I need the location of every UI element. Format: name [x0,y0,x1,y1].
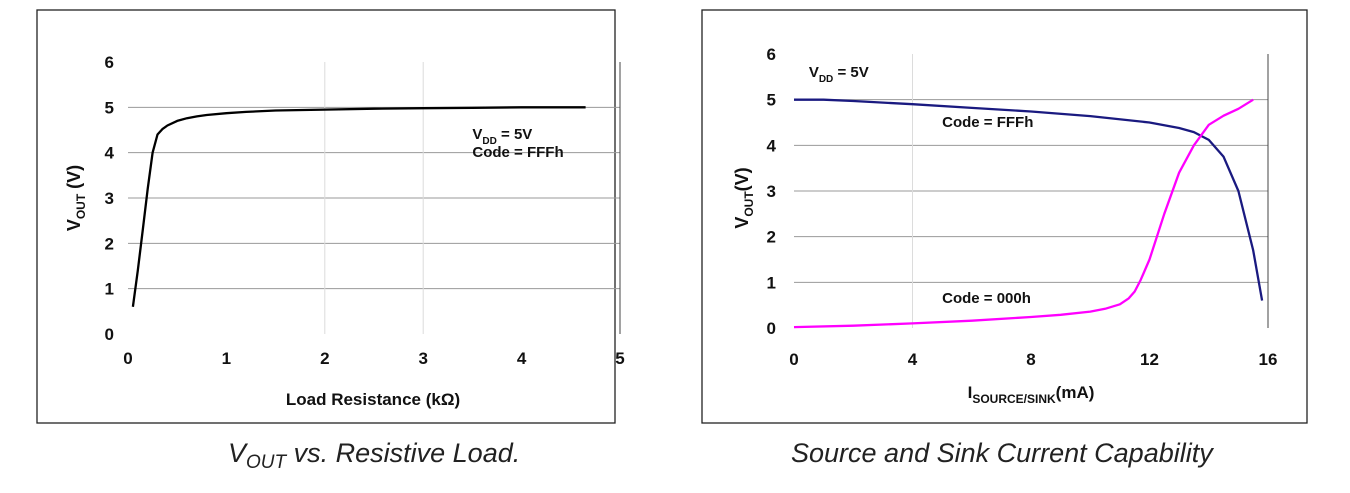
y-tick-label: 0 [105,325,114,344]
annotation-1: VDD = 5V [472,126,532,147]
y-tick-label: 0 [767,319,776,338]
x-axis-label: ISOURCE/SINK(mA) [968,383,1095,406]
series-line-2 [793,98,1254,329]
x-tick-label: 5 [615,349,624,368]
y-tick-label: 3 [767,182,776,201]
series-line-1 [794,98,1264,301]
y-tick-label: 1 [767,273,776,292]
annotation-3: Code = 000h [942,290,1031,307]
x-tick-label: 1 [222,349,231,368]
x-tick-label: 12 [1140,350,1159,369]
annotation-2: Code = FFFh [472,144,563,161]
y-tick-label: 3 [105,189,114,208]
caption-left: VOUT vs. Resistive Load. [228,438,521,473]
x-tick-label: 3 [418,349,427,368]
chart-1: 0 1 2 3 4 5 6 0 1 2 3 4 5 Load Resistance (kΩ) VOUT (V… [36,9,625,424]
x-tick-label: 2 [320,349,329,368]
y-tick-label: 5 [767,91,776,110]
y-axis-label: VOUT (V) [64,165,88,231]
x-axis-label: Load Resistance (kΩ) [286,390,460,409]
y-tick-label: 6 [767,45,776,64]
y-tick-label: 6 [105,53,114,72]
x-tick-label: 16 [1259,350,1278,369]
y-tick-label: 4 [767,136,777,155]
x-tick-label: 4 [517,349,527,368]
y-tick-label: 1 [105,280,114,299]
series-line-1 [131,106,586,307]
chart-frame [36,9,616,424]
annotation-2: Code = FFFh [942,114,1033,131]
x-tick-label: 0 [789,350,798,369]
y-axis-label: VOUT(V) [732,167,756,228]
y-tick-label: 5 [105,98,114,117]
y-tick-label: 4 [105,144,115,163]
annotation-1: VDD = 5V [809,64,869,85]
x-tick-label: 0 [123,349,132,368]
x-tick-label: 8 [1026,350,1035,369]
y-tick-label: 2 [105,234,114,253]
chart-frame [701,9,1308,424]
x-tick-label: 4 [908,350,918,369]
caption-right: Source and Sink Current Capability [791,438,1213,468]
y-tick-label: 2 [767,228,776,247]
